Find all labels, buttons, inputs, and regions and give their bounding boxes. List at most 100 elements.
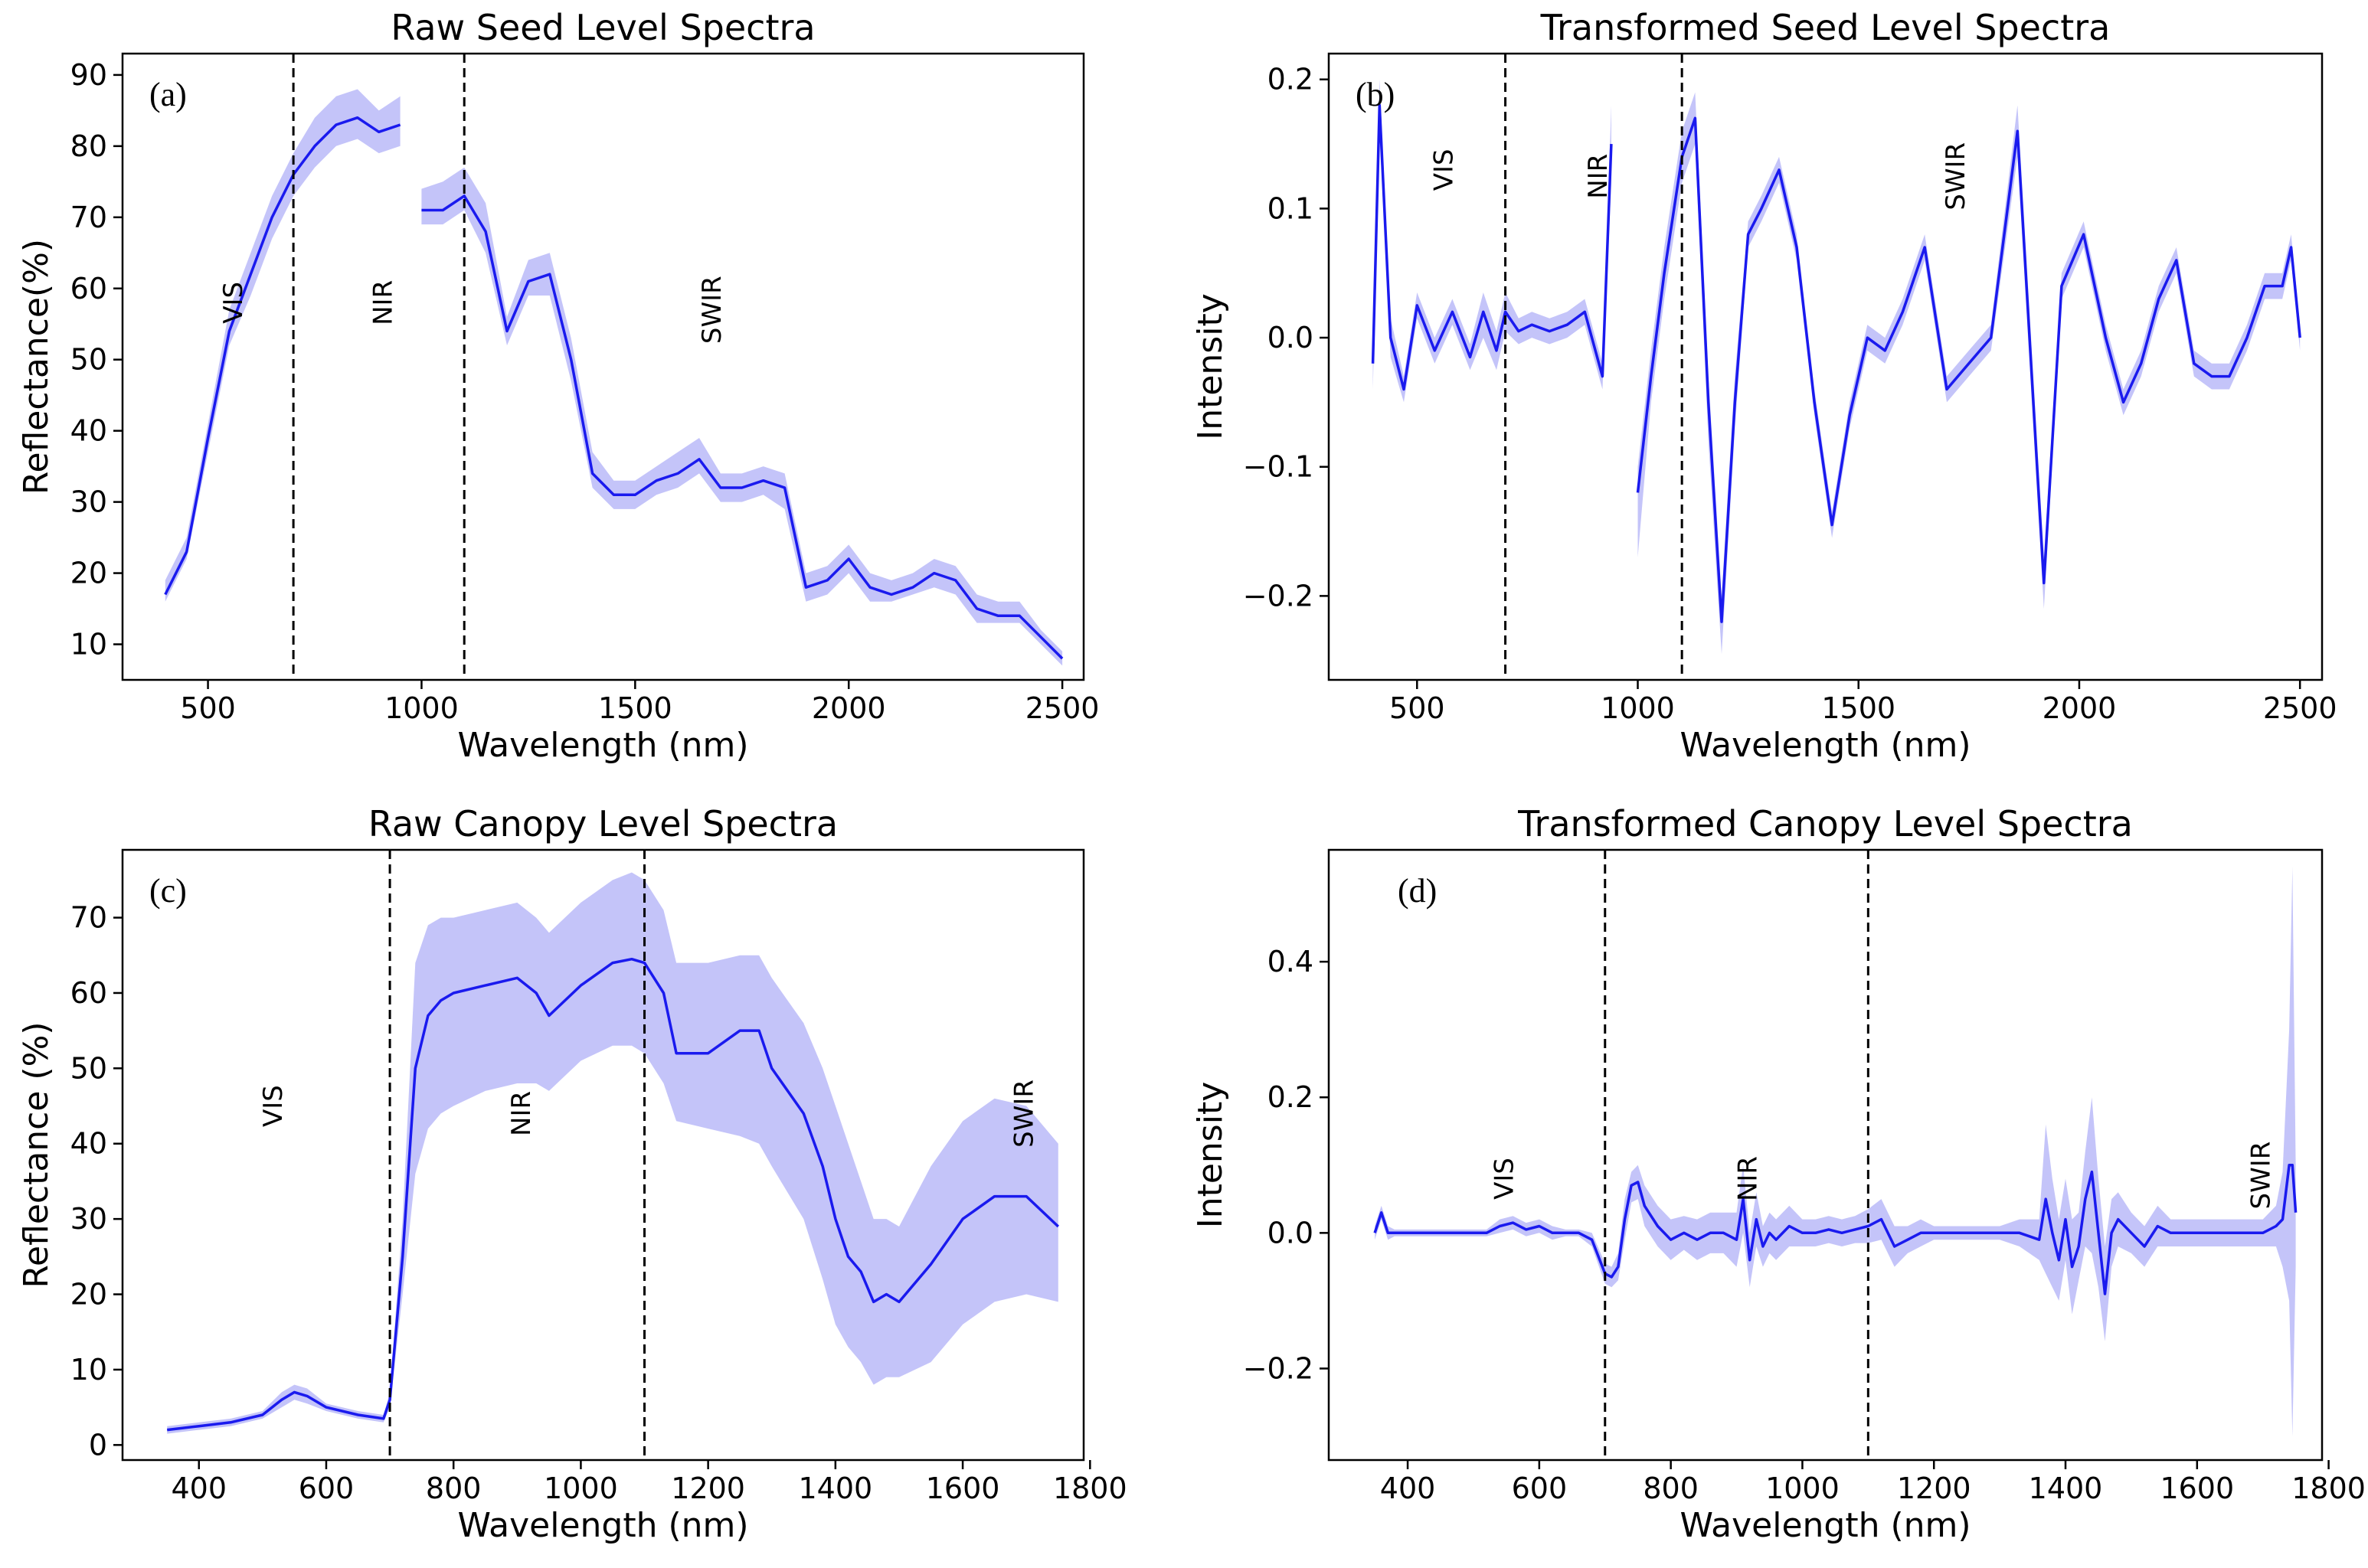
y-tick-label: 40 [70, 414, 107, 448]
plot-area [166, 872, 1060, 1434]
y-tick-label: 70 [70, 901, 107, 935]
y-tick-label: 50 [70, 1051, 107, 1085]
chart-panel-b: Transformed Seed Level Spectra 500 1000 150… [1191, 7, 2337, 765]
region-label-vis: VIS [218, 282, 249, 324]
mean-line-segment-1 [166, 957, 1060, 1432]
region-label-vis: VIS [1490, 1158, 1520, 1200]
x-tick-label: 600 [299, 1472, 355, 1505]
x-axis-label: Wavelength (nm) [457, 1506, 748, 1545]
x-tick-label: 2000 [2043, 691, 2117, 725]
x-tick-label: 1000 [384, 691, 459, 725]
x-tick-label: 1200 [671, 1472, 745, 1505]
y-tick-label: −0.2 [1243, 1351, 1313, 1385]
region-label-nir: NIR [506, 1091, 537, 1136]
y-tick-label: −0.1 [1243, 450, 1313, 484]
y-tick-label: 0.2 [1267, 1080, 1313, 1114]
x-tick-label: 800 [1643, 1472, 1699, 1505]
x-tick-label: 2000 [812, 691, 886, 725]
y-tick-label: 50 [70, 343, 107, 377]
region-label-swir: SWIR [697, 276, 728, 344]
x-axis-label: Wavelength (nm) [1680, 1506, 1971, 1545]
region-label-swir: SWIR [1009, 1080, 1040, 1148]
y-tick-label: 80 [70, 129, 107, 163]
x-tick-label: 2500 [2263, 691, 2337, 725]
region-label-vis: VIS [258, 1085, 289, 1127]
x-tick-label: 1000 [1601, 691, 1675, 725]
x-tick-label: 1500 [1821, 691, 1895, 725]
region-label-nir: NIR [1583, 154, 1614, 199]
y-tick-label: 20 [70, 557, 107, 590]
x-axis-label: Wavelength (nm) [457, 726, 748, 765]
y-tick-label: 20 [70, 1278, 107, 1312]
chart-panel-a: Raw Seed Level Spectra 500 1000 1500 2000 250… [17, 7, 1099, 765]
plot-area [164, 89, 1064, 666]
axes-frame [121, 52, 1085, 681]
y-tick-label: −0.2 [1243, 579, 1313, 612]
std-band-segment-1 [167, 872, 1058, 1434]
x-tick-label: 2500 [1025, 691, 1100, 725]
axes-frame [1327, 52, 2324, 681]
mean-line-segment-2 [1636, 116, 2301, 623]
y-tick-label: 70 [70, 201, 107, 234]
y-tick-label: 90 [70, 58, 107, 92]
x-tick-label: 800 [426, 1472, 482, 1505]
x-tick-label: 1600 [2160, 1472, 2234, 1505]
y-axis-label: Reflectance(%) [17, 239, 56, 495]
x-tick-label: 1000 [1765, 1472, 1840, 1505]
y-tick-label: 0.1 [1267, 191, 1313, 225]
x-tick-label: 1200 [1897, 1472, 1971, 1505]
region-label-nir: NIR [368, 280, 398, 325]
std-band-segment-2 [421, 167, 1063, 666]
mean-line-segment-2 [421, 194, 1064, 660]
std-band-segment-1 [1375, 867, 2296, 1436]
panel-label: (c) [149, 872, 187, 910]
panel-label: (b) [1356, 76, 1395, 113]
y-tick-label: 60 [70, 272, 107, 305]
chart-title: Raw Canopy Level Spectra [368, 803, 838, 844]
axes-frame [1327, 848, 2324, 1462]
y-tick-label: 0.4 [1267, 945, 1313, 978]
y-axis-label: Intensity [1191, 1082, 1230, 1229]
mean-line-segment-1 [1373, 1164, 2298, 1295]
plot-area [1373, 867, 2298, 1436]
region-label-nir: NIR [1732, 1156, 1763, 1201]
x-tick-label: 1400 [2029, 1472, 2103, 1505]
x-axis-label: Wavelength (nm) [1680, 726, 1971, 765]
y-axis-label: Reflectance (%) [17, 1021, 56, 1288]
chart-panel-c: Raw Canopy Level Spectra 400 600 800 1000 120… [17, 803, 1127, 1545]
x-tick-label: 1000 [544, 1472, 618, 1505]
plot-area [1371, 79, 2301, 655]
y-tick-label: 40 [70, 1127, 107, 1161]
x-tick-label: 1400 [799, 1472, 873, 1505]
x-tick-label: 1500 [598, 691, 672, 725]
x-tick-label: 1600 [926, 1472, 1000, 1505]
x-tick-label: 1800 [1053, 1472, 1127, 1505]
y-tick-label: 60 [70, 976, 107, 1010]
mean-line-segment-1 [164, 116, 401, 596]
y-tick-label: 30 [70, 1202, 107, 1236]
chart-title: Transformed Canopy Level Spectra [1517, 803, 2133, 844]
y-tick-label: 0.2 [1267, 63, 1313, 96]
x-tick-label: 500 [180, 691, 236, 725]
panel-label: (a) [149, 76, 187, 113]
panel-label: (d) [1398, 872, 1437, 910]
y-tick-label: 0.0 [1267, 1216, 1313, 1250]
y-axis-label: Intensity [1191, 293, 1230, 440]
chart-title: Transformed Seed Level Spectra [1540, 7, 2111, 48]
region-label-swir: SWIR [1941, 142, 1971, 211]
std-band-segment-1 [1372, 79, 1611, 403]
mean-line-segment-1 [1371, 103, 1613, 391]
y-tick-label: 30 [70, 485, 107, 519]
x-tick-label: 1800 [2291, 1472, 2366, 1505]
axes-frame [121, 848, 1085, 1462]
region-label-swir: SWIR [2245, 1142, 2276, 1210]
x-tick-label: 400 [1380, 1472, 1436, 1505]
x-tick-label: 500 [1389, 691, 1445, 725]
x-tick-label: 400 [171, 1472, 227, 1505]
y-tick-label: 0.0 [1267, 321, 1313, 354]
y-tick-label: 10 [70, 628, 107, 662]
x-tick-label: 600 [1512, 1472, 1568, 1505]
y-tick-label: 10 [70, 1353, 107, 1387]
std-band-segment-2 [1637, 92, 2301, 655]
